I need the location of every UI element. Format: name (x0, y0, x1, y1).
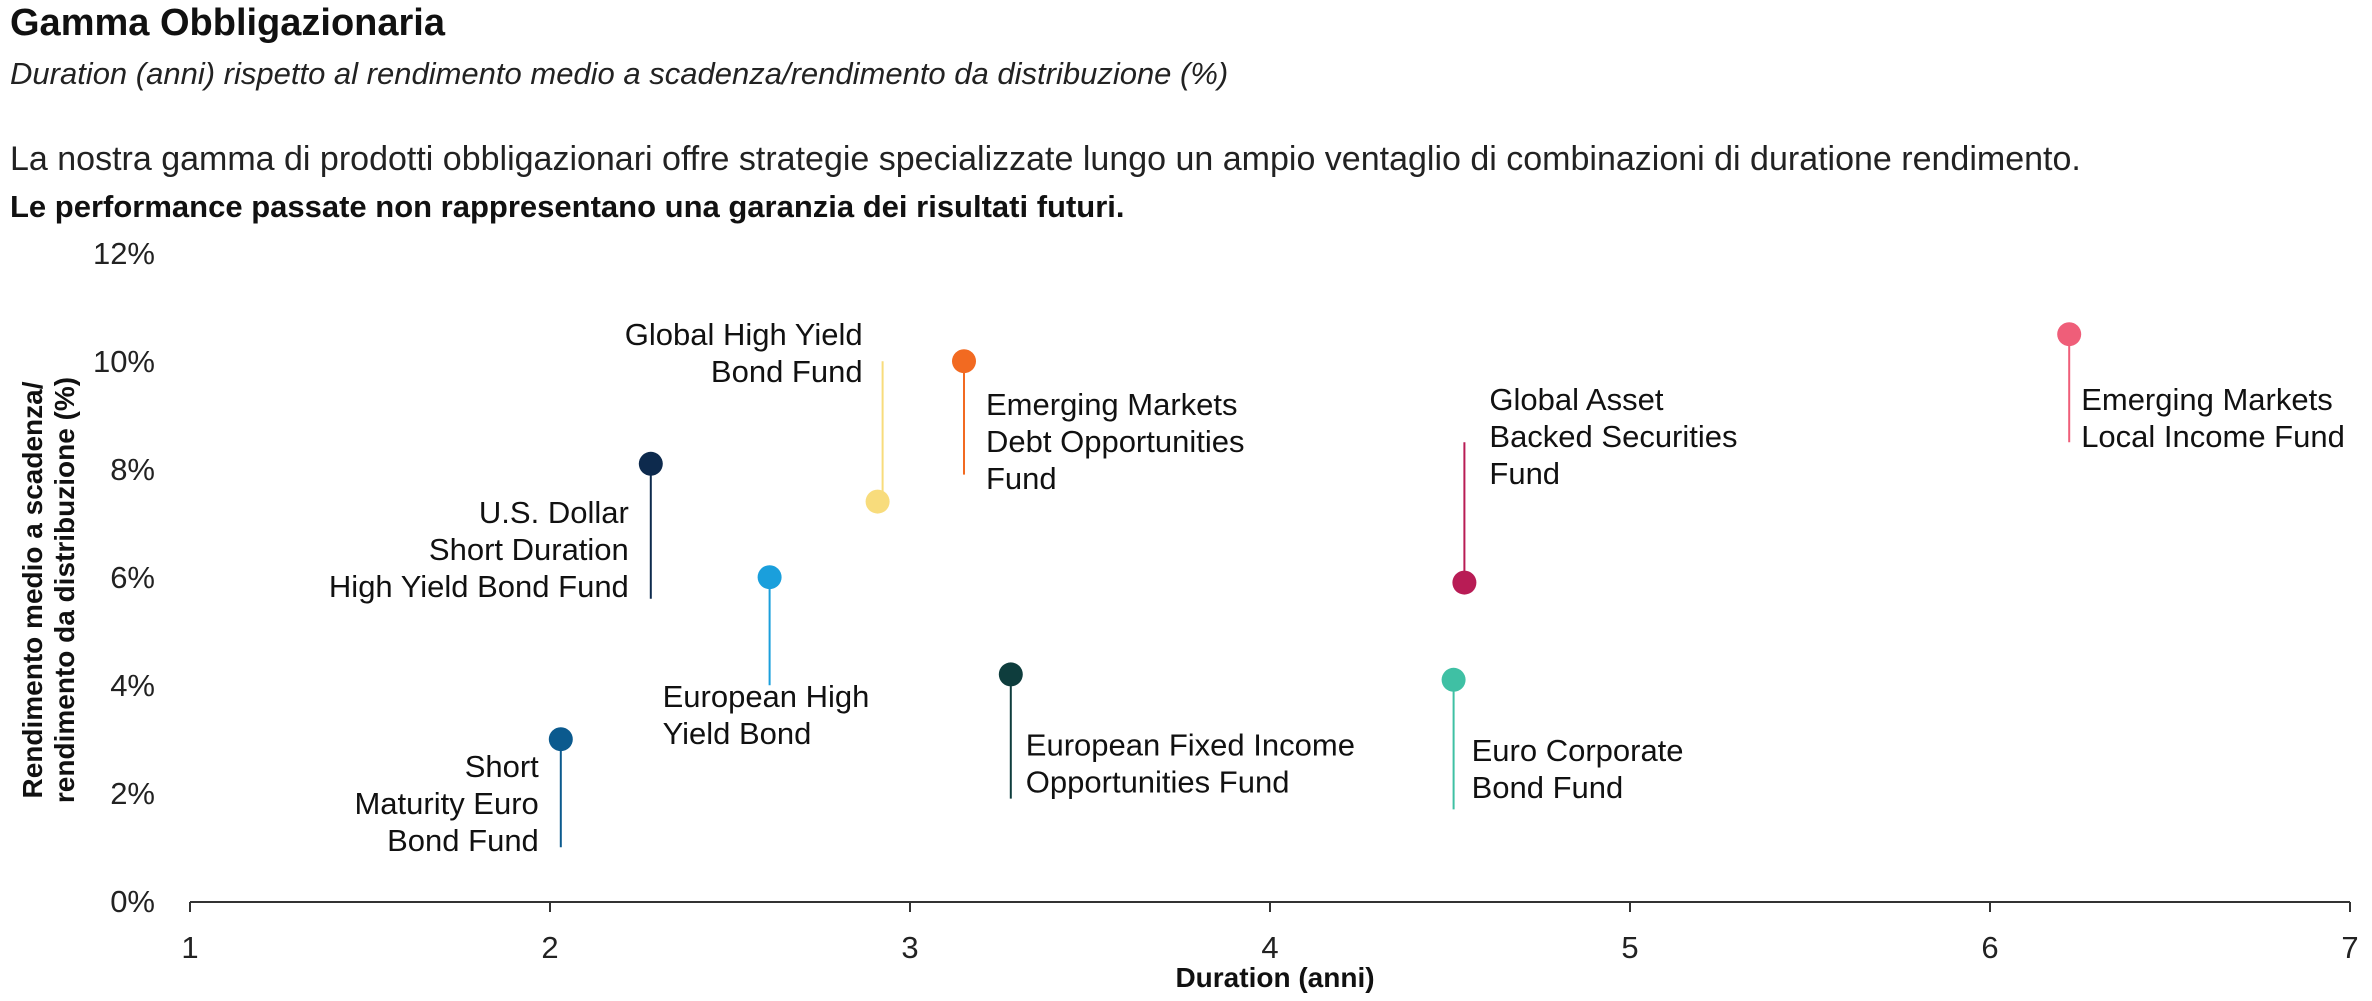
x-axis-ticks: 1 2 3 4 5 6 7 (181, 902, 2359, 965)
y-tick-label: 10% (93, 344, 155, 379)
data-point (1452, 570, 1477, 595)
fund-label-line: Emerging Markets (2081, 382, 2333, 417)
x-tick-label: 5 (1621, 930, 1638, 965)
fund-label-line: Global Asset (1489, 382, 1663, 417)
x-tick-label: 1 (181, 930, 198, 965)
chart-title: Gamma Obbligazionaria (10, 2, 445, 44)
fund-label: U.S. Dollar Short Duration High Yield Bond… (329, 495, 629, 604)
data-point (2057, 322, 2082, 347)
x-tick-label: 2 (541, 930, 558, 965)
fund-label-line: Debt Opportunities (986, 424, 1244, 459)
fund-label-line: Bond Fund (387, 823, 539, 858)
x-tick-label: 3 (901, 930, 918, 965)
fund-label-line: Short (465, 749, 539, 784)
fund-label: Emerging Markets Debt Opportunities Fund (986, 387, 1244, 496)
data-point (638, 451, 663, 476)
x-tick-label: 7 (2341, 930, 2358, 965)
fund-label-line: Global High Yield (625, 317, 863, 352)
fund-label-line: Yield Bond (663, 716, 812, 751)
x-axis-title: Duration (anni) (1175, 962, 1374, 993)
data-point (1441, 667, 1466, 692)
y-tick-label: 2% (110, 776, 155, 811)
fund-label: Short Maturity Euro Bond Fund (354, 749, 539, 858)
fund-label: European High Yield Bond (663, 679, 870, 751)
fund-label: European Fixed Income Opportunities Fund (1026, 727, 1355, 799)
fund-label: Emerging Markets Local Income Fund (2081, 382, 2345, 454)
data-point (952, 349, 976, 374)
fund-label-line: Emerging Markets (986, 387, 1238, 422)
y-axis-title: Rendimento medio a scadenza/rendimento d… (17, 377, 80, 803)
y-axis-title-line: Rendimento medio a scadenza/ (17, 381, 48, 798)
fund-label-line: Euro Corporate (1472, 733, 1684, 768)
fund-label-line: High Yield Bond Fund (329, 569, 629, 604)
fund-label-line: U.S. Dollar (479, 495, 629, 530)
chart-disclaimer: Le performance passate non rappresentano… (10, 189, 1125, 224)
data-point (548, 727, 573, 752)
y-tick-label: 4% (110, 668, 155, 703)
fund-label-line: Local Income Fund (2081, 419, 2345, 454)
fund-label-line: European High (663, 679, 870, 714)
y-tick-label: 12% (93, 236, 155, 271)
fund-label-line: Fund (1489, 456, 1560, 491)
fund-label-line: Maturity Euro (354, 786, 538, 821)
fund-label-line: Short Duration (429, 532, 629, 567)
leader-lines (559, 334, 2071, 848)
data-points (548, 322, 2082, 752)
fund-label-line: Bond Fund (711, 354, 863, 389)
fund-label: Global High Yield Bond Fund (625, 317, 863, 389)
y-tick-label: 0% (110, 884, 155, 919)
chart-description: La nostra gamma di prodotti obbligaziona… (10, 140, 2081, 178)
y-axis-title-line: rendimento da distribuzione (%) (49, 377, 80, 803)
fund-label: Euro Corporate Bond Fund (1472, 733, 1684, 805)
data-point (865, 489, 890, 514)
fund-label-line: European Fixed Income (1026, 727, 1355, 762)
fund-label: Global Asset Backed Securities Fund (1489, 382, 1737, 491)
data-point (757, 565, 782, 590)
fund-label-line: Opportunities Fund (1026, 764, 1290, 799)
fund-label-line: Backed Securities (1489, 419, 1737, 454)
y-tick-label: 8% (110, 452, 155, 487)
x-tick-label: 6 (1981, 930, 1998, 965)
x-tick-label: 4 (1261, 930, 1278, 965)
y-tick-label: 6% (110, 560, 155, 595)
fund-label-line: Bond Fund (1472, 770, 1624, 805)
chart-subtitle: Duration (anni) rispetto al rendimento m… (10, 56, 1229, 91)
data-point (998, 662, 1023, 687)
y-axis-ticks: 0% 2% 4% 6% 8% 10% 12% (93, 236, 155, 919)
fund-label-line: Fund (986, 461, 1057, 496)
